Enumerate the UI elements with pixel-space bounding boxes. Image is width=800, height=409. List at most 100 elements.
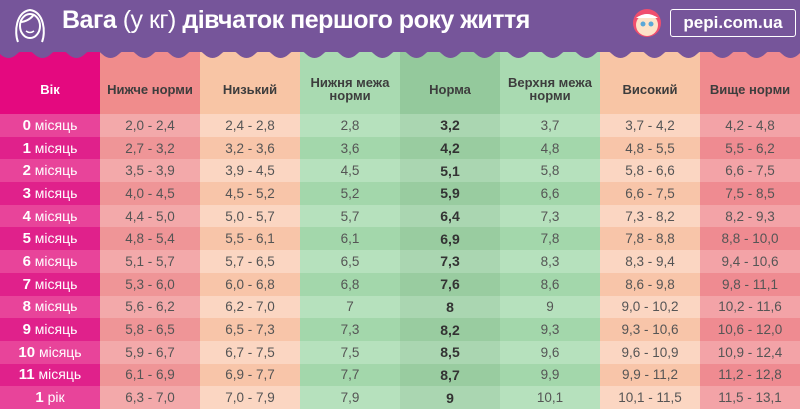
upper-norm-limit-cell: 9,3 bbox=[500, 318, 600, 341]
above-norm-cell: 8,2 - 9,3 bbox=[700, 204, 800, 228]
below-norm-cell: 6,3 - 7,0 bbox=[100, 386, 200, 409]
age-cell: 3 місяць bbox=[0, 182, 100, 205]
high-cell: 9,0 - 10,2 bbox=[600, 295, 700, 319]
above-norm-cell: 8,8 - 10,0 bbox=[700, 227, 800, 251]
header-banner: Вага (у кг) дівчаток першого року життя … bbox=[0, 0, 800, 52]
age-cell: 4 місяць bbox=[0, 204, 100, 228]
age-number: 8 bbox=[22, 298, 31, 316]
norm-cell: 7,6 bbox=[400, 272, 500, 296]
table-row: 1 місяць 2,7 - 3,2 3,2 - 3,6 3,6 4,2 4,8 4,8 -… bbox=[0, 136, 800, 160]
low-cell: 3,9 - 4,5 bbox=[200, 159, 300, 183]
age-unit: місяць bbox=[30, 116, 78, 133]
lower-norm-limit-cell: 7 bbox=[300, 295, 400, 319]
below-norm-cell: 5,1 - 5,7 bbox=[100, 250, 200, 273]
column-header-upper-norm-limit: Верхня межа норми bbox=[500, 52, 600, 114]
low-cell: 4,5 - 5,2 bbox=[200, 182, 300, 205]
low-cell: 6,9 - 7,7 bbox=[200, 363, 300, 387]
table-row: 11 місяць 6,1 - 6,9 6,9 - 7,7 7,7 8,7 9,9 9,9 … bbox=[0, 363, 800, 387]
age-cell: 9 місяць bbox=[0, 318, 100, 341]
above-norm-cell: 11,2 - 12,8 bbox=[700, 363, 800, 387]
upper-norm-limit-cell: 8,6 bbox=[500, 272, 600, 296]
age-unit: місяць bbox=[35, 343, 82, 360]
table-row: 5 місяць 4,8 - 5,4 5,5 - 6,1 6,1 6,9 7,8 7,8 -… bbox=[0, 227, 800, 251]
low-cell: 5,5 - 6,1 bbox=[200, 227, 300, 251]
below-norm-cell: 5,3 - 6,0 bbox=[100, 272, 200, 296]
lower-norm-limit-cell: 7,7 bbox=[300, 363, 400, 387]
low-cell: 5,7 - 6,5 bbox=[200, 250, 300, 273]
age-number: 1 bbox=[22, 139, 31, 157]
above-norm-cell: 10,6 - 12,0 bbox=[700, 318, 800, 341]
age-unit: місяць bbox=[30, 207, 78, 224]
high-cell: 7,8 - 8,8 bbox=[600, 227, 700, 251]
table-row: 3 місяць 4,0 - 4,5 4,5 - 5,2 5,2 5,9 6,6 6,6 -… bbox=[0, 182, 800, 205]
high-cell: 9,3 - 10,6 bbox=[600, 318, 700, 341]
age-number: 0 bbox=[22, 116, 31, 134]
norm-cell: 7,3 bbox=[400, 250, 500, 273]
wavy-edge bbox=[0, 50, 800, 58]
table-row: 4 місяць 4,4 - 5,0 5,0 - 5,7 5,7 6,4 7,3 7,3 -… bbox=[0, 204, 800, 228]
lower-norm-limit-cell: 6,1 bbox=[300, 227, 400, 251]
upper-norm-limit-cell: 9 bbox=[500, 295, 600, 319]
age-unit: місяць bbox=[30, 298, 78, 315]
low-cell: 6,7 - 7,5 bbox=[200, 340, 300, 364]
age-cell: 8 місяць bbox=[0, 295, 100, 319]
below-norm-cell: 5,6 - 6,2 bbox=[100, 295, 200, 319]
upper-norm-limit-cell: 9,6 bbox=[500, 340, 600, 364]
age-number: 1 bbox=[35, 389, 44, 407]
column-header-age: Вік bbox=[0, 52, 100, 114]
low-cell: 6,0 - 6,8 bbox=[200, 272, 300, 296]
lower-norm-limit-cell: 6,5 bbox=[300, 250, 400, 273]
below-norm-cell: 4,8 - 5,4 bbox=[100, 227, 200, 251]
age-unit: рік bbox=[43, 389, 65, 406]
above-norm-cell: 10,2 - 11,6 bbox=[700, 295, 800, 319]
below-norm-cell: 5,8 - 6,5 bbox=[100, 318, 200, 341]
norm-cell: 4,2 bbox=[400, 136, 500, 160]
norm-cell: 3,2 bbox=[400, 114, 500, 137]
table-header-row: Вік Нижче норми Низький Нижня межа норми Нор… bbox=[0, 52, 800, 114]
below-norm-cell: 5,9 - 6,7 bbox=[100, 340, 200, 364]
column-header-below-norm: Нижче норми bbox=[100, 52, 200, 114]
table-row: 7 місяць 5,3 - 6,0 6,0 - 6,8 6,8 7,6 8,6 8,6 -… bbox=[0, 272, 800, 296]
lower-norm-limit-cell: 7,9 bbox=[300, 386, 400, 409]
age-cell: 2 місяць bbox=[0, 159, 100, 183]
upper-norm-limit-cell: 3,7 bbox=[500, 114, 600, 137]
age-number: 6 bbox=[22, 252, 31, 270]
high-cell: 8,3 - 9,4 bbox=[600, 250, 700, 273]
column-header-norm: Норма bbox=[400, 52, 500, 114]
age-number: 10 bbox=[18, 343, 36, 361]
age-cell: 5 місяць bbox=[0, 227, 100, 251]
high-cell: 10,1 - 11,5 bbox=[600, 386, 700, 409]
high-cell: 9,9 - 11,2 bbox=[600, 363, 700, 387]
age-unit: місяць bbox=[30, 321, 78, 338]
low-cell: 7,0 - 7,9 bbox=[200, 386, 300, 409]
above-norm-cell: 7,5 - 8,5 bbox=[700, 182, 800, 205]
below-norm-cell: 6,1 - 6,9 bbox=[100, 363, 200, 387]
norm-cell: 8,5 bbox=[400, 340, 500, 364]
low-cell: 2,4 - 2,8 bbox=[200, 114, 300, 137]
lower-norm-limit-cell: 2,8 bbox=[300, 114, 400, 137]
norm-cell: 8,7 bbox=[400, 363, 500, 387]
column-header-low: Низький bbox=[200, 52, 300, 114]
norm-cell: 5,1 bbox=[400, 159, 500, 183]
upper-norm-limit-cell: 9,9 bbox=[500, 363, 600, 387]
upper-norm-limit-cell: 10,1 bbox=[500, 386, 600, 409]
site-logo-link[interactable]: pepi.com.ua bbox=[670, 9, 796, 37]
high-cell: 9,6 - 10,9 bbox=[600, 340, 700, 364]
low-cell: 6,5 - 7,3 bbox=[200, 318, 300, 341]
table-row: 8 місяць 5,6 - 6,2 6,2 - 7,0 7 8 9 9,0 - 10,2 1… bbox=[0, 295, 800, 319]
upper-norm-limit-cell: 7,3 bbox=[500, 204, 600, 228]
upper-norm-limit-cell: 4,8 bbox=[500, 136, 600, 160]
table-row: 2 місяць 3,5 - 3,9 3,9 - 4,5 4,5 5,1 5,8 5,8 -… bbox=[0, 159, 800, 183]
low-cell: 3,2 - 3,6 bbox=[200, 136, 300, 160]
norm-cell: 6,9 bbox=[400, 227, 500, 251]
table-row: 9 місяць 5,8 - 6,5 6,5 - 7,3 7,3 8,2 9,3 9,3 -… bbox=[0, 318, 800, 341]
age-cell: 1 місяць bbox=[0, 136, 100, 160]
high-cell: 7,3 - 8,2 bbox=[600, 204, 700, 228]
above-norm-cell: 10,9 - 12,4 bbox=[700, 340, 800, 364]
age-number: 5 bbox=[22, 230, 31, 248]
age-number: 11 bbox=[18, 366, 35, 384]
table-row: 6 місяць 5,1 - 5,7 5,7 - 6,5 6,5 7,3 8,3 8,3 -… bbox=[0, 250, 800, 273]
below-norm-cell: 4,0 - 4,5 bbox=[100, 182, 200, 205]
high-cell: 8,6 - 9,8 bbox=[600, 272, 700, 296]
high-cell: 4,8 - 5,5 bbox=[600, 136, 700, 160]
